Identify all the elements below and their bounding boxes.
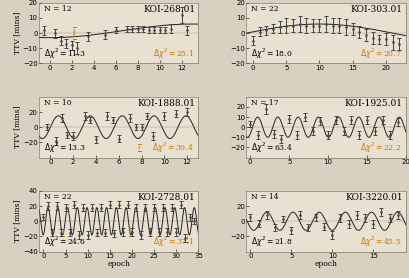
Text: $\Delta\chi^2 = $24.6: $\Delta\chi^2 = $24.6	[44, 235, 85, 249]
Text: N = 10: N = 10	[44, 99, 71, 107]
Text: KOI-303.01: KOI-303.01	[350, 5, 402, 14]
X-axis label: epoch: epoch	[314, 260, 337, 268]
Text: $\Delta\chi^2 = $30.4: $\Delta\chi^2 = $30.4	[152, 141, 193, 155]
Text: N = 22: N = 22	[44, 193, 71, 201]
Text: KOI-268.01: KOI-268.01	[143, 5, 195, 14]
Text: KOI-1925.01: KOI-1925.01	[344, 99, 402, 108]
Text: $\Delta\chi^2 = $21.8: $\Delta\chi^2 = $21.8	[251, 235, 292, 249]
Text: $\Delta\chi^2 = $37.1: $\Delta\chi^2 = $37.1	[152, 235, 193, 249]
Text: KOI-2728.01: KOI-2728.01	[137, 193, 195, 202]
Text: N = 14: N = 14	[251, 193, 278, 201]
Text: $\Delta\chi^2 = $22.2: $\Delta\chi^2 = $22.2	[359, 141, 400, 155]
Text: $\Delta\chi^2 = $45.5: $\Delta\chi^2 = $45.5	[359, 235, 400, 249]
Text: KOI-3220.01: KOI-3220.01	[344, 193, 402, 202]
Y-axis label: TTV [mins]: TTV [mins]	[13, 12, 21, 54]
Text: N = 12: N = 12	[44, 5, 71, 13]
Text: $\Delta\chi^2 = $18.0: $\Delta\chi^2 = $18.0	[251, 47, 292, 61]
Text: KOI-1888.01: KOI-1888.01	[137, 99, 195, 108]
Text: $\Delta\chi^2 = $11.3: $\Delta\chi^2 = $11.3	[44, 47, 85, 61]
Text: $\Delta\chi^2 = $13.3: $\Delta\chi^2 = $13.3	[44, 141, 85, 155]
Text: $\Delta\chi^2 = $25.1: $\Delta\chi^2 = $25.1	[152, 47, 193, 61]
Y-axis label: TTV [mins]: TTV [mins]	[13, 200, 21, 242]
Text: $\Delta\chi^2 = $20.7: $\Delta\chi^2 = $20.7	[359, 47, 400, 61]
Text: N = 22: N = 22	[251, 5, 278, 13]
Text: $\Delta\chi^2 = $63.4: $\Delta\chi^2 = $63.4	[251, 141, 292, 155]
X-axis label: epoch: epoch	[107, 260, 130, 268]
Y-axis label: TTV [mins]: TTV [mins]	[13, 106, 21, 148]
Text: N = 17: N = 17	[251, 99, 278, 107]
